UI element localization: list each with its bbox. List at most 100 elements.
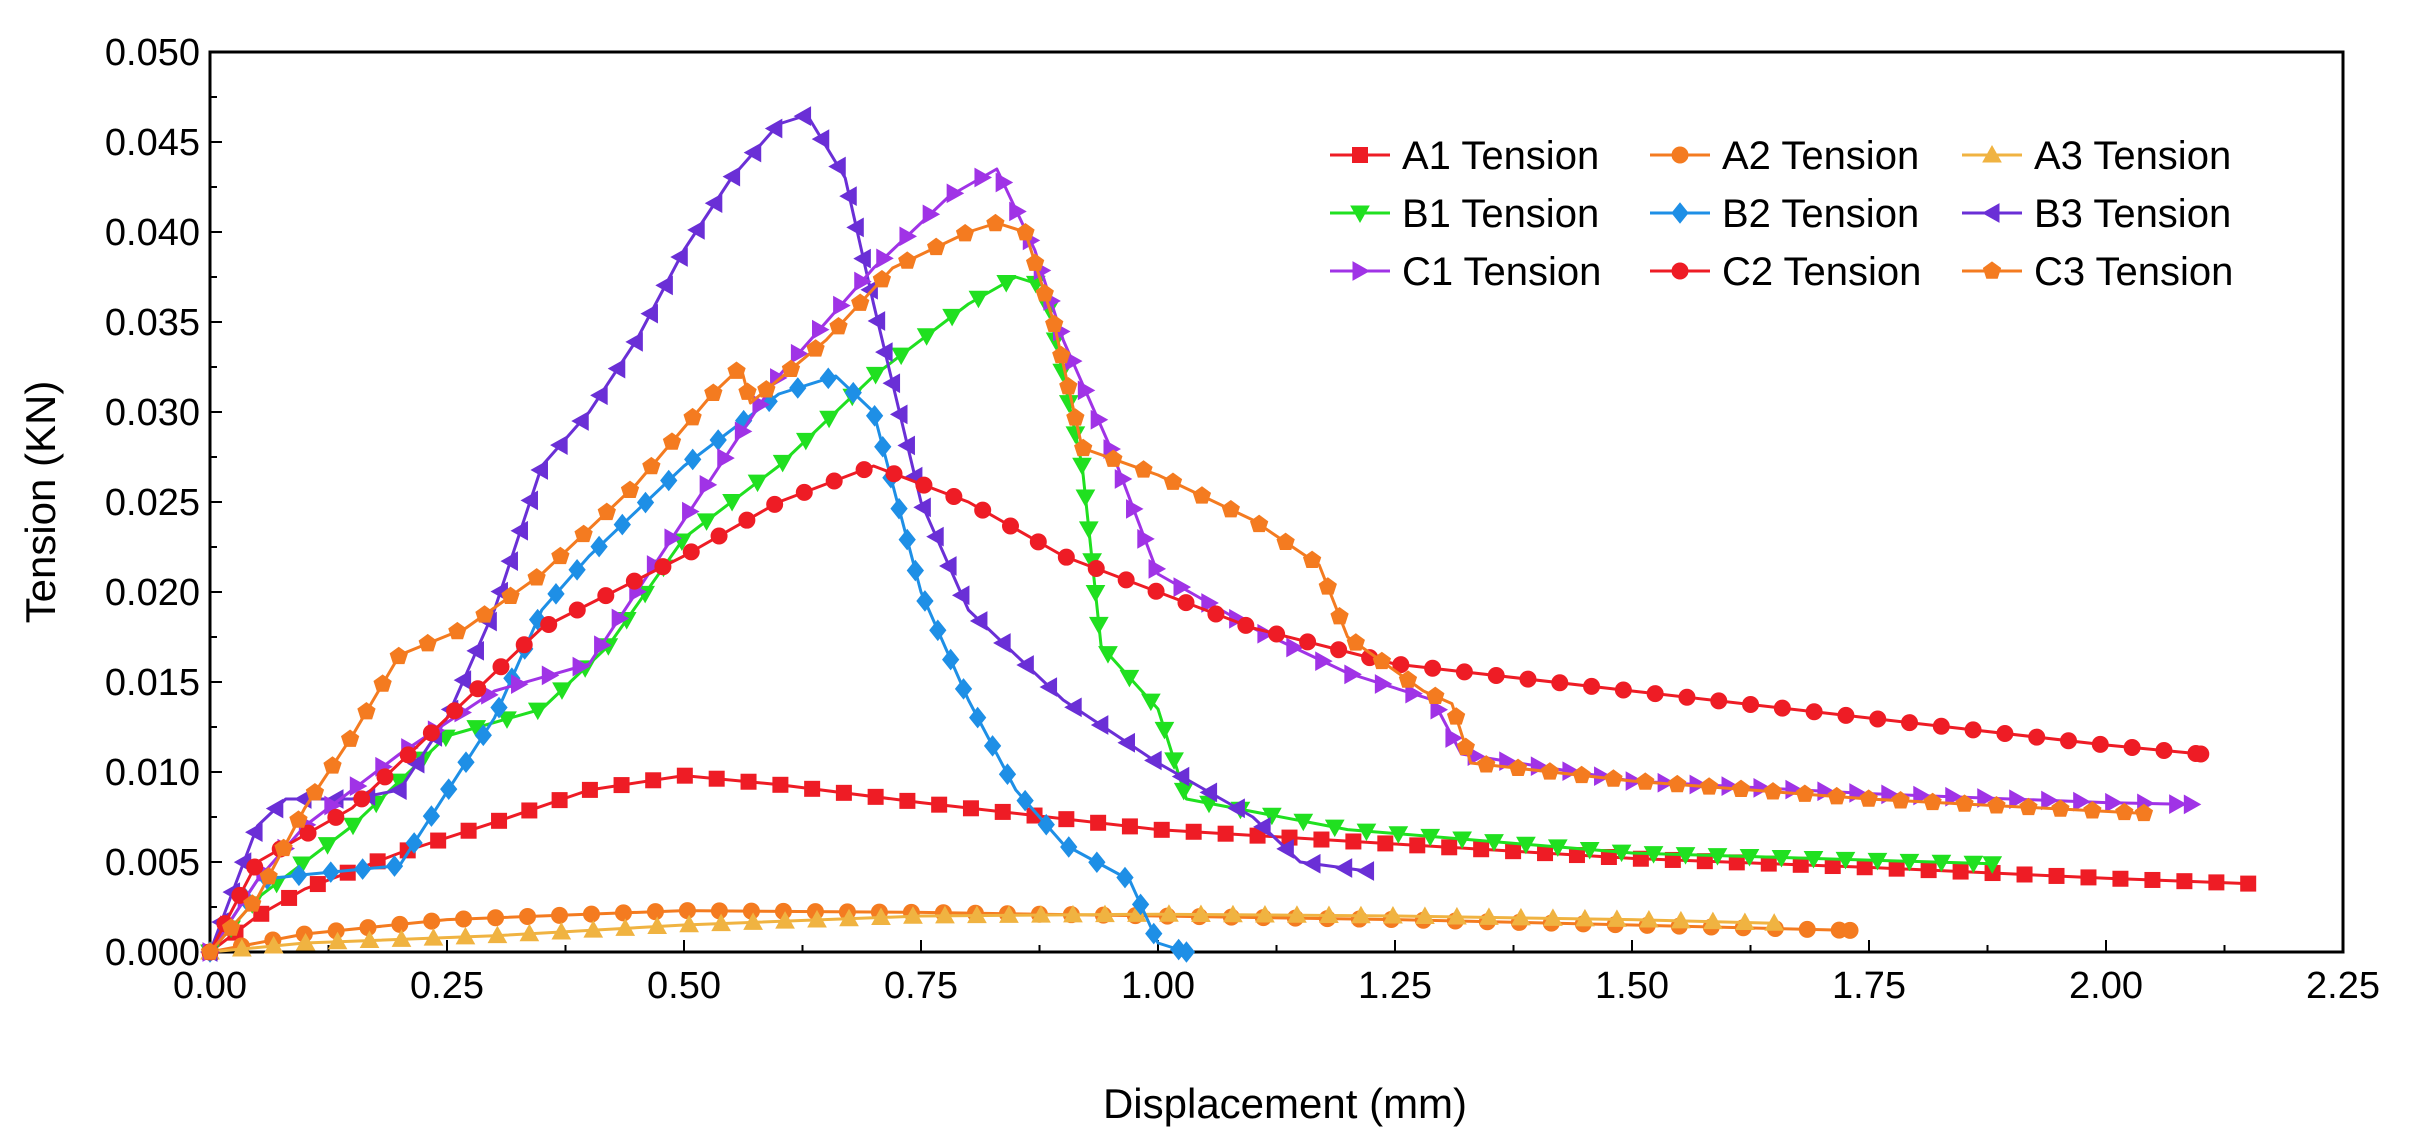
data-point [1330,606,1349,625]
data-point [1607,909,1627,927]
data-point [353,790,371,808]
data-point [422,805,441,827]
legend-label: C3 Tension [2034,250,2233,294]
data-point [2028,728,2046,746]
data-point [1185,823,1202,840]
data-point [455,926,476,945]
data-point [305,782,325,801]
data-point [740,773,757,790]
data-point [530,460,548,480]
data-point [1276,839,1294,859]
data-point [1987,796,2006,814]
data-point [1710,692,1728,710]
data-point [1145,922,1163,945]
data-point [1286,637,1304,658]
data-point [682,501,700,522]
data-point [492,658,510,676]
data-point [1207,605,1225,623]
data-point [1171,766,1190,787]
data-point [835,784,852,801]
legend-label: A2 Tension [1722,134,1919,178]
data-point [795,483,813,501]
data-point [1920,862,1937,879]
data-point [867,311,886,331]
data-point [1334,858,1353,878]
data-point [1611,844,1632,863]
data-point [568,601,586,619]
data-point [1763,782,1783,800]
data-point [1409,837,1426,854]
data-point [625,332,643,352]
data-point [519,908,537,926]
data-point [1473,841,1490,858]
data-point [1173,577,1192,597]
data-point [1575,908,1595,927]
data-point [772,776,789,793]
data-point [996,274,1017,293]
data-point [645,772,662,789]
data-point [376,768,394,786]
data-point [2183,794,2202,815]
data-point [343,817,363,836]
data-point [687,220,705,240]
data-point [696,513,717,531]
data-point [1671,910,1691,929]
series-c3-tension [200,213,2154,960]
data-point [704,383,723,401]
data-point [582,905,600,923]
data-point [520,490,538,511]
data-point [501,586,520,605]
data-point [339,864,356,881]
data-point [1057,548,1075,566]
data-point [927,237,946,256]
data-point [1221,499,1240,518]
data-point [2019,797,2038,816]
data-point [1090,715,1109,735]
data-point [1543,908,1563,926]
data-point [682,543,700,561]
y-tick-label: 0.005 [105,842,200,884]
y-tick-label: 0.050 [105,32,200,74]
data-point [2091,735,2109,753]
data-point [1731,779,1751,798]
data-point [357,702,376,720]
data-point [1163,472,1183,490]
data-point [2105,792,2123,813]
data-point [1977,788,1995,808]
data-point [1025,253,1045,271]
legend-marker [1352,147,1368,163]
data-point [2176,873,2193,890]
data-point [875,342,893,362]
series-b2-tension [201,367,1196,963]
x-tick-label: 1.00 [1121,965,1195,1007]
data-point [1835,851,1856,870]
y-tick-label: 0.025 [105,482,200,524]
data-point [1116,866,1134,889]
data-point [594,635,612,656]
data-point [998,763,1017,785]
data-point [200,942,220,960]
data-point [265,798,284,819]
data-point [1707,848,1728,866]
data-point [1119,669,1140,688]
data-point [1085,585,1106,603]
data-point [939,556,957,576]
data-point [455,910,473,928]
data-point [322,861,340,883]
data-point [1117,571,1135,589]
data-point [722,494,742,512]
data-point [1177,941,1196,963]
data-point [1636,772,1655,790]
data-point [1420,828,1441,847]
data-point [885,465,903,483]
data-point [967,905,987,924]
data-point [289,810,308,828]
data-point [974,167,992,188]
data-point [1345,833,1362,850]
data-point [867,788,884,805]
data-point [854,271,872,292]
data-point [574,524,593,543]
data-point [969,706,987,729]
data-point [571,411,589,431]
data-point [2059,732,2077,750]
